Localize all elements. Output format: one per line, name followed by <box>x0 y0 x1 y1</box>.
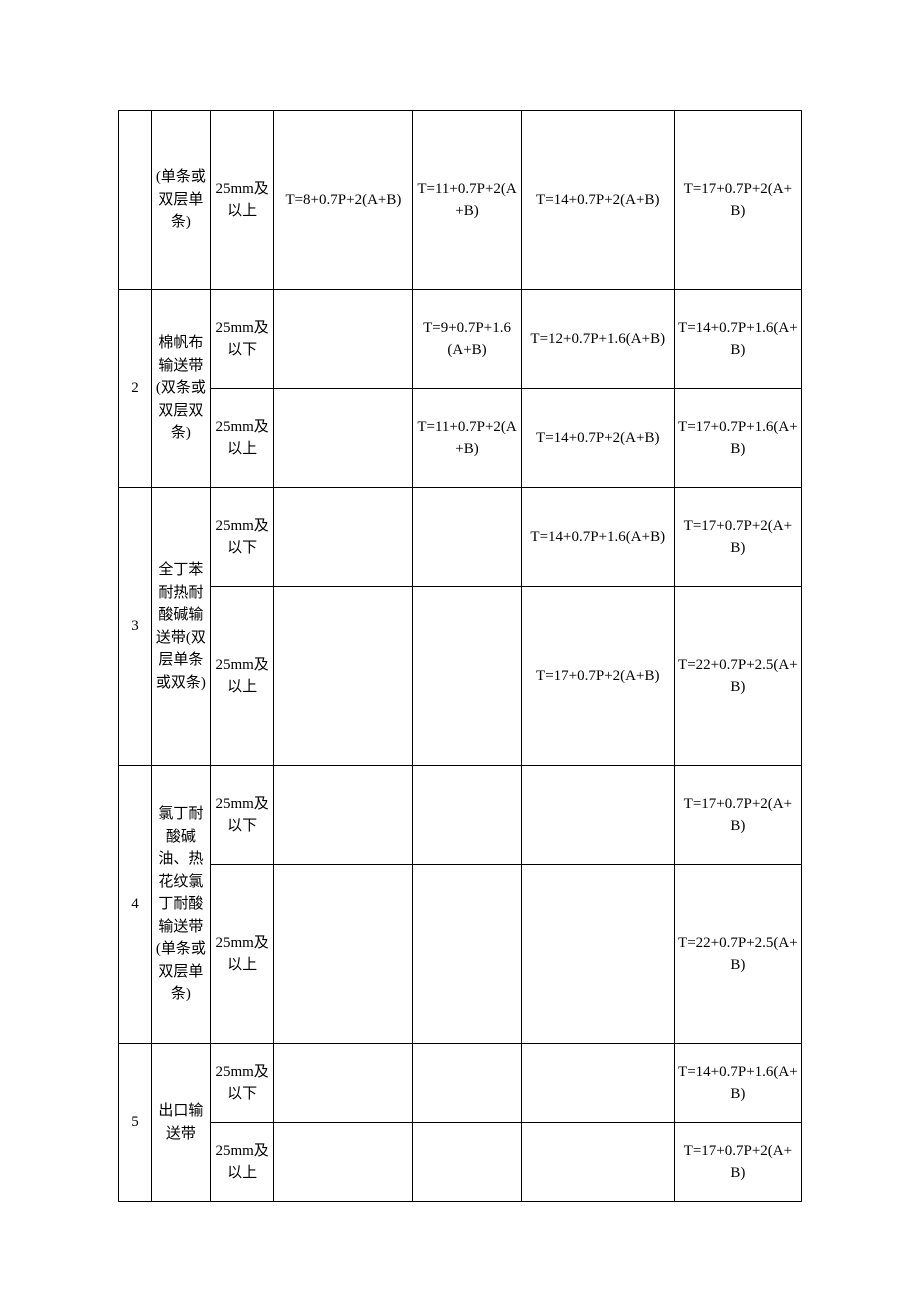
table-row: 25mm及以上 T=11+0.7P+2(A+B)T=14+0.7P+2(A+B)T… <box>119 389 802 488</box>
formula-cell: T=17+0.7P+2(A+B) <box>674 488 801 587</box>
formula-table: (单条或双层单条)25mm及以上T=8+0.7P+2(A+B)T=11+0.7P… <box>118 110 802 1202</box>
formula-cell: T=17+0.7P+2(A+B) <box>674 111 801 290</box>
thickness-cell: 25mm及以下 <box>210 290 274 389</box>
formula-cell <box>274 587 413 766</box>
formula-cell: T=17+0.7P+2(A+B) <box>674 1123 801 1202</box>
row-name: (单条或双层单条) <box>151 111 210 290</box>
thickness-cell: 25mm及以上 <box>210 1123 274 1202</box>
formula-cell: T=14+0.7P+2(A+B) <box>521 389 674 488</box>
formula-cell <box>521 1123 674 1202</box>
formula-cell: T=14+0.7P+2(A+B) <box>521 111 674 290</box>
formula-cell <box>521 1044 674 1123</box>
thickness-cell: 25mm及以上 <box>210 587 274 766</box>
table-row: 25mm及以上 T=17+0.7P+2(A+B) <box>119 1123 802 1202</box>
formula-cell <box>274 1044 413 1123</box>
formula-cell <box>413 488 521 587</box>
row-index: 2 <box>119 290 152 488</box>
formula-cell: T=9+0.7P+1.6(A+B) <box>413 290 521 389</box>
row-name: 棉帆布输送带(双条或双层双条) <box>151 290 210 488</box>
row-name: 氯丁耐酸碱油、热花纹氯丁耐酸输送带(单条或双层单条) <box>151 766 210 1044</box>
row-name: 全丁苯耐热耐酸碱输送带(双层单条或双条) <box>151 488 210 766</box>
formula-cell <box>413 865 521 1044</box>
formula-cell <box>274 865 413 1044</box>
formula-cell <box>413 1044 521 1123</box>
row-index: 5 <box>119 1044 152 1202</box>
thickness-cell: 25mm及以下 <box>210 1044 274 1123</box>
table-row: 4氯丁耐酸碱油、热花纹氯丁耐酸输送带(单条或双层单条)25mm及以下T=17+0… <box>119 766 802 865</box>
formula-cell: T=22+0.7P+2.5(A+B) <box>674 865 801 1044</box>
formula-cell: T=11+0.7P+2(A+B) <box>413 389 521 488</box>
formula-cell <box>274 389 413 488</box>
formula-cell: T=14+0.7P+1.6(A+B) <box>674 1044 801 1123</box>
thickness-cell: 25mm及以上 <box>210 389 274 488</box>
table-row: (单条或双层单条)25mm及以上T=8+0.7P+2(A+B)T=11+0.7P… <box>119 111 802 290</box>
thickness-cell: 25mm及以上 <box>210 865 274 1044</box>
formula-cell: T=8+0.7P+2(A+B) <box>274 111 413 290</box>
table-row: 25mm及以上 T=17+0.7P+2(A+B)T=22+0.7P+2.5(A+B… <box>119 587 802 766</box>
formula-cell: T=22+0.7P+2.5(A+B) <box>674 587 801 766</box>
formula-cell <box>521 865 674 1044</box>
formula-cell <box>413 1123 521 1202</box>
row-index <box>119 111 152 290</box>
row-index: 4 <box>119 766 152 1044</box>
formula-cell <box>413 587 521 766</box>
table-body: (单条或双层单条)25mm及以上T=8+0.7P+2(A+B)T=11+0.7P… <box>119 111 802 1202</box>
formula-cell <box>274 1123 413 1202</box>
formula-cell: T=17+0.7P+2(A+B) <box>674 766 801 865</box>
formula-cell <box>274 766 413 865</box>
formula-cell <box>413 766 521 865</box>
thickness-cell: 25mm及以下 <box>210 766 274 865</box>
formula-cell: T=17+0.7P+1.6(A+B) <box>674 389 801 488</box>
formula-cell: T=14+0.7P+1.6(A+B) <box>521 488 674 587</box>
formula-cell: T=12+0.7P+1.6(A+B) <box>521 290 674 389</box>
formula-cell: T=11+0.7P+2(A+B) <box>413 111 521 290</box>
row-index: 3 <box>119 488 152 766</box>
formula-cell: T=14+0.7P+1.6(A+B) <box>674 290 801 389</box>
formula-cell <box>274 290 413 389</box>
table-row: 2棉帆布输送带(双条或双层双条)25mm及以下T=9+0.7P+1.6(A+B)… <box>119 290 802 389</box>
table-row: 3全丁苯耐热耐酸碱输送带(双层单条或双条)25mm及以下T=14+0.7P+1.… <box>119 488 802 587</box>
formula-cell <box>521 766 674 865</box>
table-row: 5出口输送带25mm及以下T=14+0.7P+1.6(A+B) <box>119 1044 802 1123</box>
thickness-cell: 25mm及以下 <box>210 488 274 587</box>
row-name: 出口输送带 <box>151 1044 210 1202</box>
formula-cell: T=17+0.7P+2(A+B) <box>521 587 674 766</box>
thickness-cell: 25mm及以上 <box>210 111 274 290</box>
formula-cell <box>274 488 413 587</box>
table-row: 25mm及以上 T=22+0.7P+2.5(A+B) <box>119 865 802 1044</box>
